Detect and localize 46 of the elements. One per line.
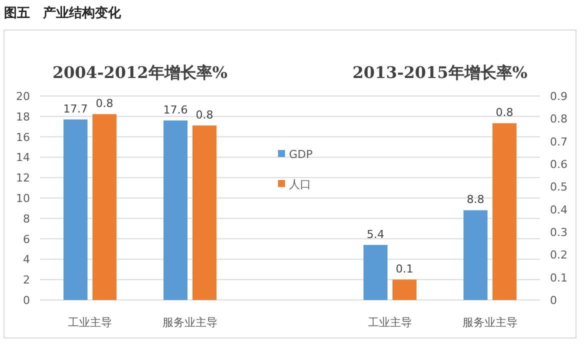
y2-tick-label: 0.8 — [550, 112, 568, 126]
bar — [392, 280, 416, 300]
y2-tick-label: 0.1 — [550, 271, 568, 284]
x-tick-label: 服务业主导 — [162, 316, 218, 329]
y-tick-label: 14 — [16, 151, 30, 164]
y-tick-label: 4 — [23, 253, 30, 266]
text: 2004-2012年增长率% — [52, 63, 228, 82]
y-tick-label: 10 — [16, 192, 30, 205]
chart-title: 图五 产业结构变化 — [4, 5, 122, 21]
text: 2013-2015年增长率% — [352, 63, 528, 82]
legend-label: GDP — [289, 148, 313, 161]
x-tick-label: 服务业主导 — [462, 316, 518, 329]
bar — [364, 244, 388, 300]
data-label: 17.7 — [63, 102, 88, 116]
data-label: 8.8 — [466, 193, 484, 206]
data-label: 0.1 — [396, 262, 414, 276]
x-tick-label: 工业主导 — [68, 316, 112, 329]
y2-tick-label: 0.3 — [550, 226, 568, 239]
legend-label: 人口 — [289, 178, 311, 191]
y2-tick-label: 0.4 — [550, 203, 568, 216]
y2-tick-label: 0.5 — [550, 180, 568, 194]
bar — [464, 210, 488, 300]
y2-tick-label: 0.2 — [550, 248, 568, 262]
y-tick-label: 0 — [23, 294, 30, 307]
x-tick-label: 工业主导 — [368, 316, 412, 329]
y2-tick-label: 0 — [550, 294, 557, 307]
y-tick-label: 18 — [16, 110, 30, 124]
y2-tick-label: 0.7 — [550, 135, 568, 148]
data-label: 0.8 — [496, 106, 514, 120]
bar — [192, 125, 216, 300]
bar — [64, 119, 88, 300]
y-tick-label: 20 — [16, 90, 30, 103]
data-label: 17.6 — [163, 103, 188, 116]
data-label: 0.8 — [96, 97, 114, 110]
y-tick-label: 6 — [23, 232, 30, 246]
data-label: 5.4 — [366, 228, 384, 241]
data-label: 0.8 — [196, 108, 214, 122]
y-tick-label: 12 — [16, 172, 30, 185]
bar — [164, 120, 188, 300]
y2-tick-label: 0.6 — [550, 158, 568, 171]
y-tick-label: 8 — [23, 212, 30, 226]
y2-tick-label: 0.9 — [550, 90, 568, 103]
y-tick-label: 16 — [16, 130, 30, 144]
bar — [492, 123, 516, 300]
y-tick-label: 2 — [23, 274, 30, 287]
bar — [92, 114, 116, 300]
